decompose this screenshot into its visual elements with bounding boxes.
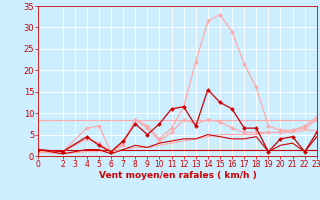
X-axis label: Vent moyen/en rafales ( km/h ): Vent moyen/en rafales ( km/h ) bbox=[99, 171, 256, 180]
